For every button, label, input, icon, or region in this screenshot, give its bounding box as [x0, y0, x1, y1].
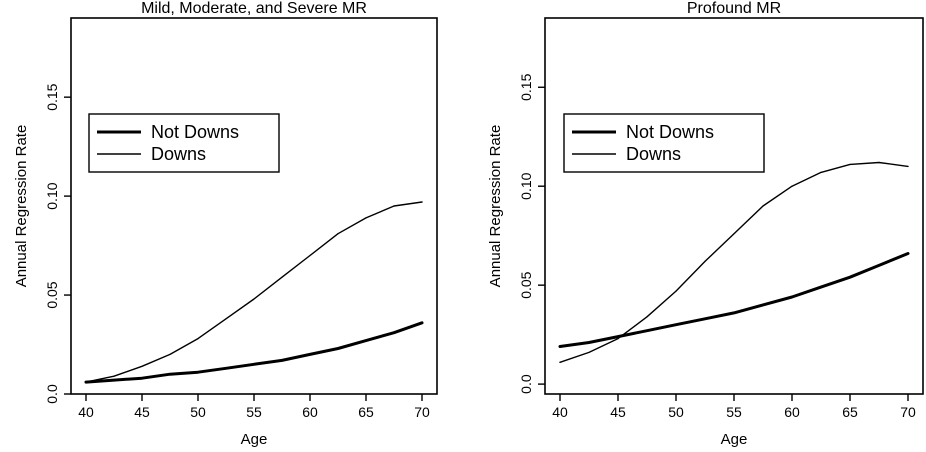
data-point [169, 353, 171, 356]
data-point [820, 286, 822, 288]
data-point [141, 365, 143, 367]
data-point [113, 379, 115, 381]
x-tick-label: 55 [246, 404, 262, 420]
y-tick-label: 0.10 [518, 172, 534, 199]
data-point [762, 304, 764, 306]
data-point [820, 171, 822, 173]
y-tick-label: 0.05 [518, 271, 534, 298]
data-point [365, 339, 367, 342]
data-point [646, 330, 648, 332]
x-tick-label: 45 [134, 404, 150, 420]
y-tick-label: 0.05 [44, 281, 60, 308]
data-point [907, 165, 909, 168]
series-downs [559, 161, 909, 363]
data-point [309, 353, 311, 356]
data-point [588, 351, 590, 354]
data-point [617, 337, 619, 340]
series-downs [85, 201, 423, 383]
data-point [225, 318, 227, 320]
legend-box [88, 113, 280, 173]
data-point [907, 252, 909, 255]
data-point [365, 217, 367, 219]
data-point [878, 161, 880, 164]
x-tick-label: 60 [784, 404, 800, 420]
data-point [253, 298, 255, 300]
data-point [791, 185, 793, 187]
legend-label: Downs [151, 144, 206, 164]
data-point [309, 254, 311, 257]
legend-label: Not Downs [151, 122, 239, 142]
x-tick-label: 50 [190, 404, 206, 420]
data-point [141, 377, 143, 379]
legend-box [563, 113, 765, 173]
data-point [421, 201, 423, 203]
data-point [646, 316, 648, 318]
chart-title: Profound MR [687, 0, 781, 17]
data-point [85, 381, 87, 383]
series-not-downs [84, 321, 424, 384]
data-point [281, 359, 283, 361]
data-point [197, 371, 199, 373]
y-tick-label: 0.10 [44, 182, 60, 209]
chart-title: Mild, Moderate, and Severe MR [141, 0, 367, 17]
data-point [169, 373, 171, 375]
x-axis-label: Age [241, 431, 268, 448]
x-tick-label: 65 [842, 404, 858, 420]
data-point [421, 322, 423, 324]
data-point [197, 337, 199, 340]
plot-frame [544, 17, 924, 395]
data-point [337, 233, 339, 235]
data-point [849, 163, 851, 166]
x-tick-label: 40 [552, 404, 568, 420]
chart-panel-2: Profound MR 40 45 50 55 60 65 70 0.0 0.05 0.10 0.15… [487, 0, 924, 448]
data-point [559, 345, 561, 348]
chart-panel-1: Mild, Moderate, and Severe MR 40 45 50 55 60 6… [13, 0, 438, 448]
data-point [617, 336, 619, 338]
series-line [85, 201, 423, 383]
data-point [281, 276, 283, 278]
legend-label: Not Downs [626, 122, 714, 142]
y-tick-label: 0.15 [44, 83, 60, 110]
data-point [733, 312, 735, 314]
x-tick-label: 65 [358, 404, 374, 420]
x-tick-label: 60 [302, 404, 318, 420]
data-point [393, 205, 395, 207]
x-tick-label: 40 [78, 404, 94, 420]
legend-label: Downs [626, 144, 681, 164]
x-axis-label: Age [721, 431, 748, 448]
data-point [588, 341, 590, 344]
x-tick-label: 55 [726, 404, 742, 420]
data-point [675, 324, 677, 326]
data-point [113, 375, 115, 377]
x-tick-label: 70 [414, 404, 430, 420]
series-not-downs [558, 252, 910, 348]
data-point [225, 367, 227, 369]
series-line [84, 321, 424, 384]
series-line [559, 161, 909, 363]
data-point [393, 332, 395, 334]
data-point [878, 264, 880, 266]
x-tick-label: 50 [668, 404, 684, 420]
y-axis-label: Annual Regression Rate [13, 125, 30, 288]
data-point [253, 363, 255, 365]
y-axis-label: Annual Regression Rate [487, 125, 504, 288]
data-point [704, 260, 706, 263]
data-point [337, 347, 339, 350]
data-point [849, 276, 851, 278]
y-tick-label: 0.0 [44, 384, 60, 404]
x-tick-label: 45 [610, 404, 626, 420]
data-point [733, 233, 735, 235]
data-point [675, 290, 677, 292]
data-point [791, 296, 793, 298]
data-point [762, 205, 764, 207]
data-point [704, 318, 706, 320]
y-tick-label: 0.0 [518, 374, 534, 394]
x-tick-label: 70 [900, 404, 916, 420]
series-line [558, 252, 910, 348]
y-tick-label: 0.15 [518, 73, 534, 100]
data-point [559, 361, 561, 363]
